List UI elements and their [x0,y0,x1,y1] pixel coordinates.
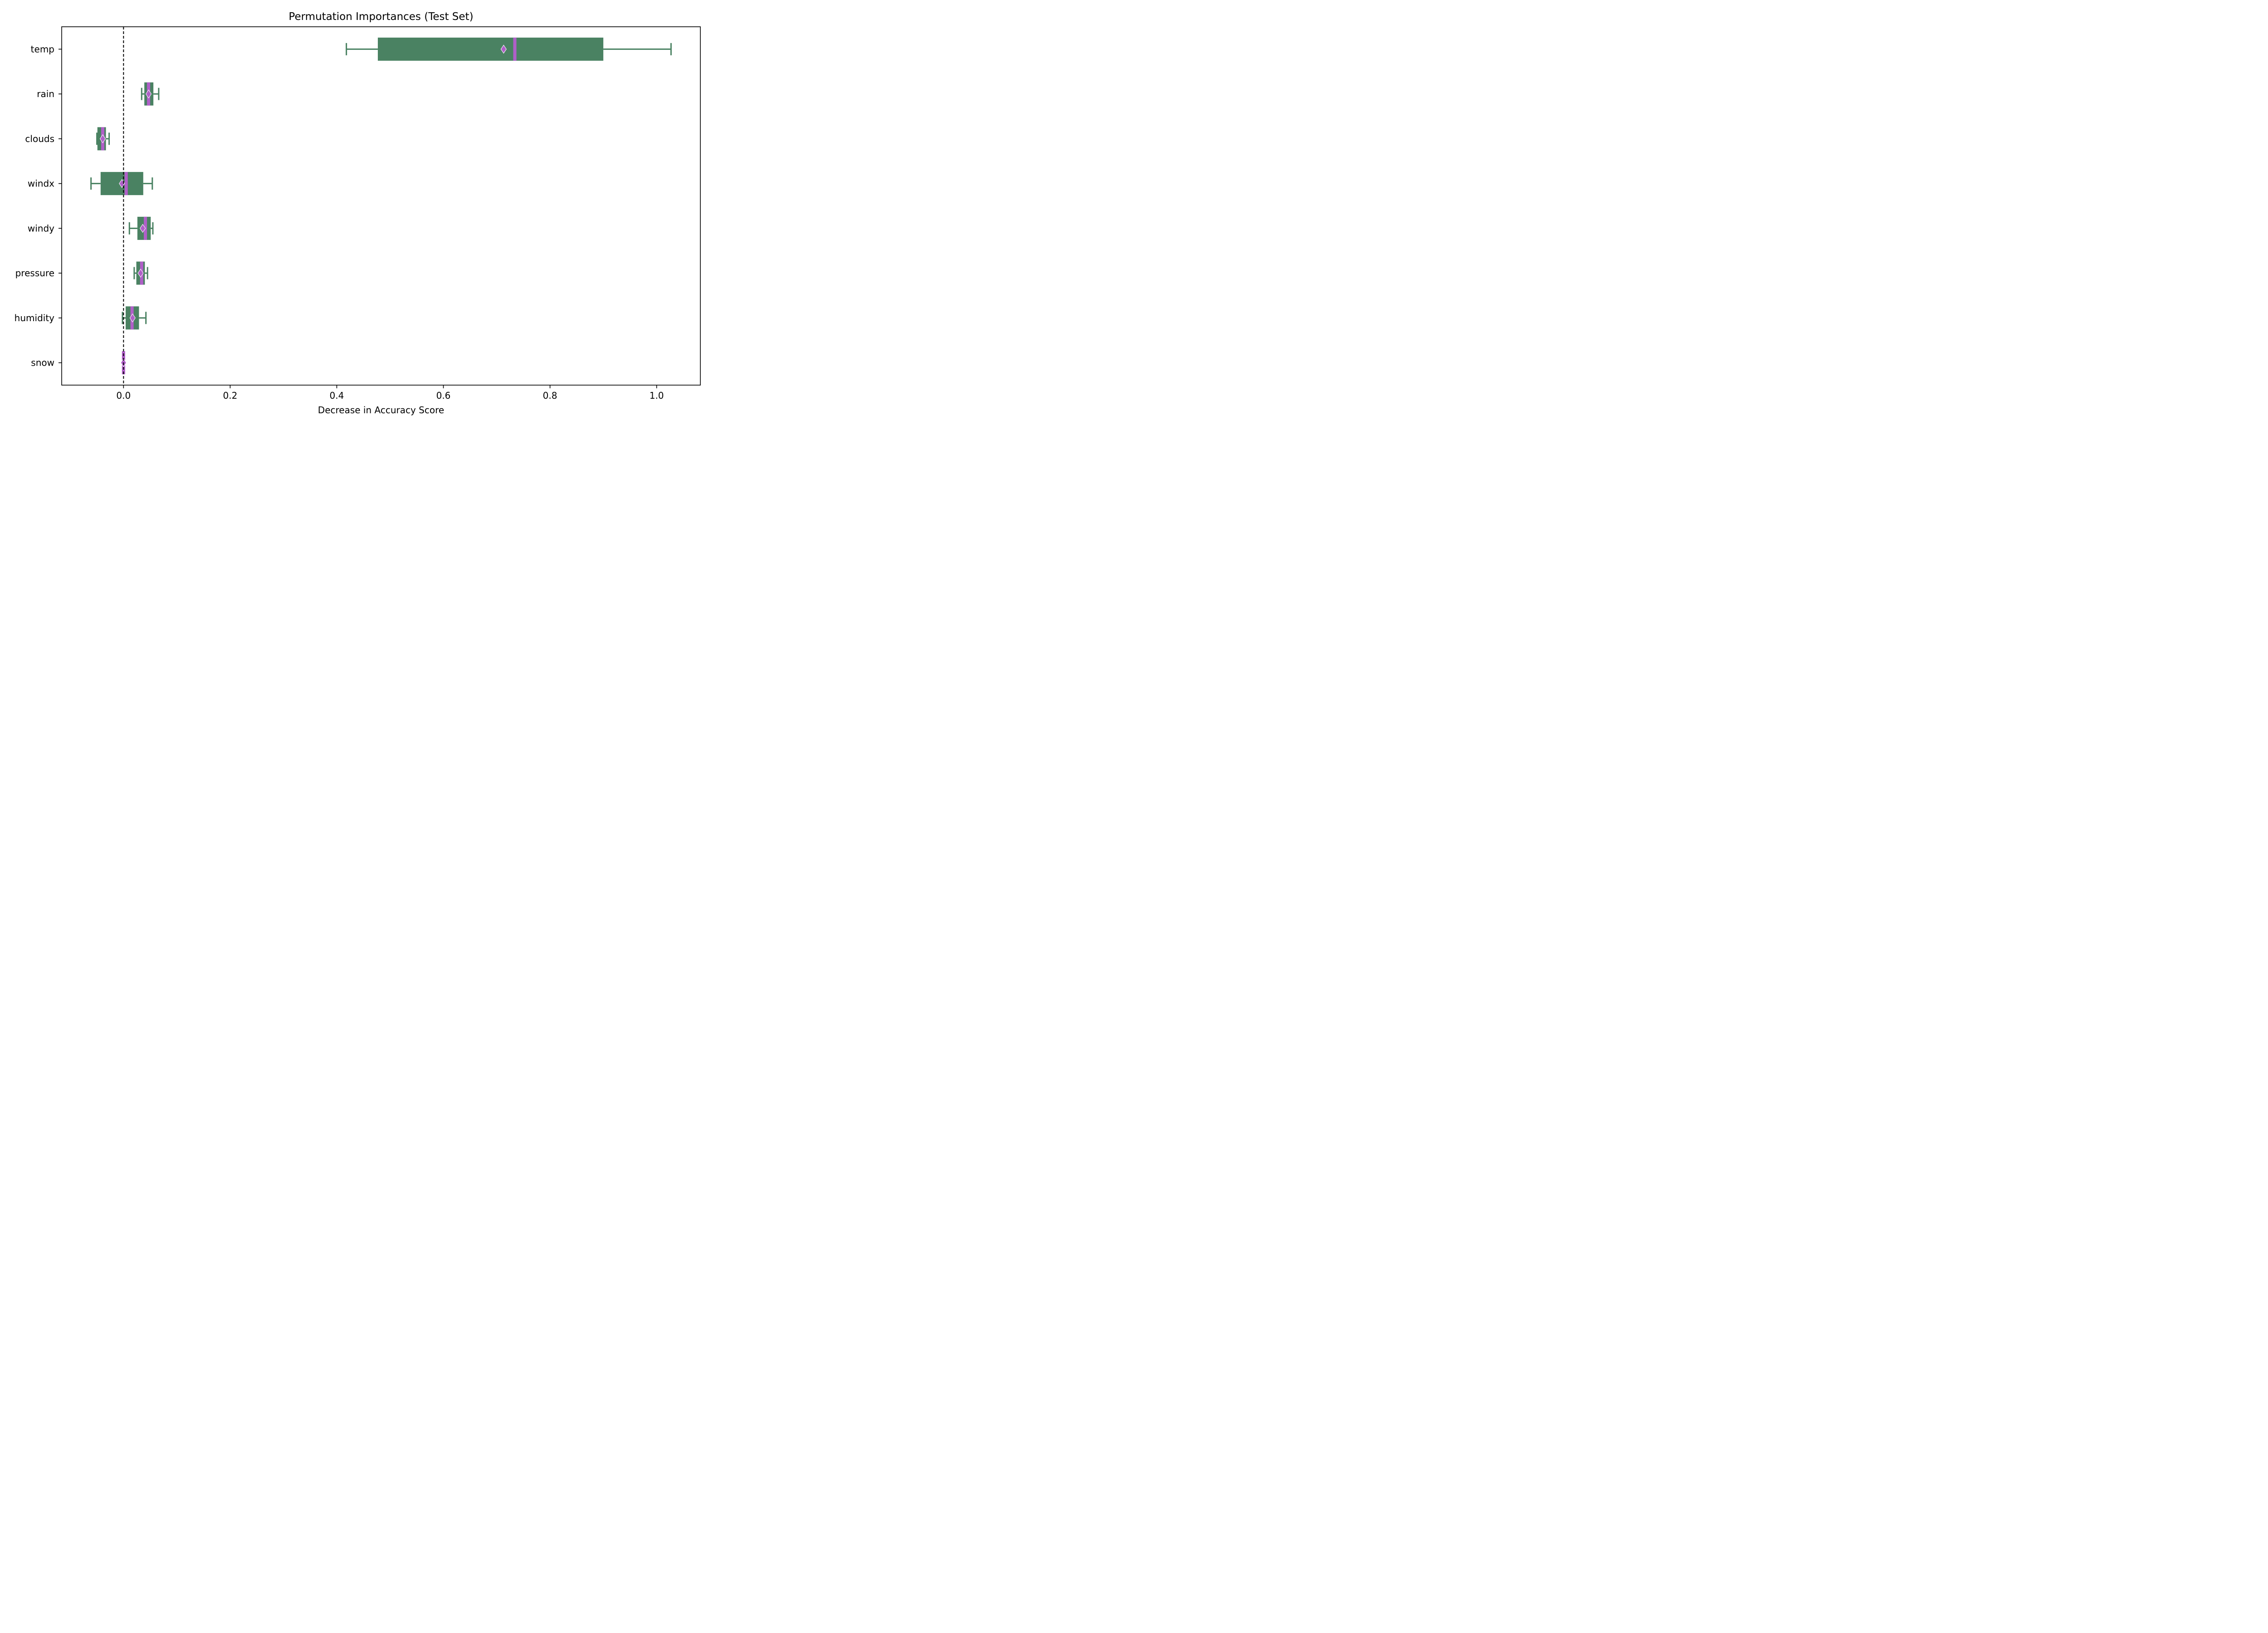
y-tick-label-pressure: pressure [15,268,54,279]
y-tick-label-snow: snow [31,357,54,368]
x-tick-label-1: 0.2 [223,390,237,401]
mean-marker-humidity [129,313,136,323]
box-group-clouds [96,127,110,151]
mean-marker-rain [145,89,152,99]
box-group-humidity [122,306,147,330]
mean-marker-pressure [137,269,144,278]
x-axis-label: Decrease in Accuracy Score [318,405,444,416]
mean-marker-windy [140,224,146,233]
box-group-rain [141,82,160,106]
x-tick-label-0: 0.0 [116,390,131,401]
mean-marker-clouds [99,134,106,143]
y-tick-label-windx: windx [28,178,54,189]
chart-root: Permutation Importances (Test Set) Decre… [0,0,711,427]
y-tick-label-windy: windy [28,223,54,234]
y-tick-label-humidity: humidity [15,313,54,323]
box-temp [377,37,604,61]
y-tick-label-rain: rain [37,88,54,99]
chart-svg: Permutation Importances (Test Set) Decre… [15,11,701,416]
x-tick-label-3: 0.6 [436,390,451,401]
plot-frame [61,26,701,386]
chart-marks [90,27,672,385]
box-group-pressure [133,261,148,285]
chart-axes: 0.0 0.2 0.4 0.6 0.8 1.0 temp rain clouds windx win… [15,26,701,401]
median-windx [124,172,128,196]
median-temp [513,37,517,61]
mean-marker-temp [500,44,507,54]
box-group-windx [90,172,153,196]
x-tick-label-5: 1.0 [650,390,664,401]
x-tick-label-4: 0.8 [543,390,557,401]
x-tick-label-2: 0.4 [330,390,344,401]
y-tick-label-temp: temp [31,44,54,54]
box-group-temp [346,37,672,61]
box-group-windy [128,216,154,240]
chart-title: Permutation Importances (Test Set) [288,11,473,23]
y-tick-label-clouds: clouds [25,133,54,144]
